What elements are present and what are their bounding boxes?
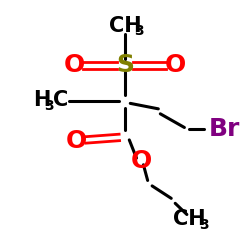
Text: CH: CH (173, 210, 206, 230)
Text: 3: 3 (199, 218, 208, 232)
Text: 3: 3 (134, 24, 144, 38)
Text: O: O (130, 149, 152, 173)
Text: CH: CH (108, 16, 141, 36)
Text: O: O (165, 53, 186, 77)
Text: O: O (66, 129, 87, 153)
Text: C: C (53, 90, 68, 110)
Text: S: S (116, 53, 134, 77)
Text: 3: 3 (44, 99, 54, 113)
Text: Br: Br (209, 117, 240, 141)
Text: O: O (63, 53, 84, 77)
Text: H: H (33, 90, 50, 110)
